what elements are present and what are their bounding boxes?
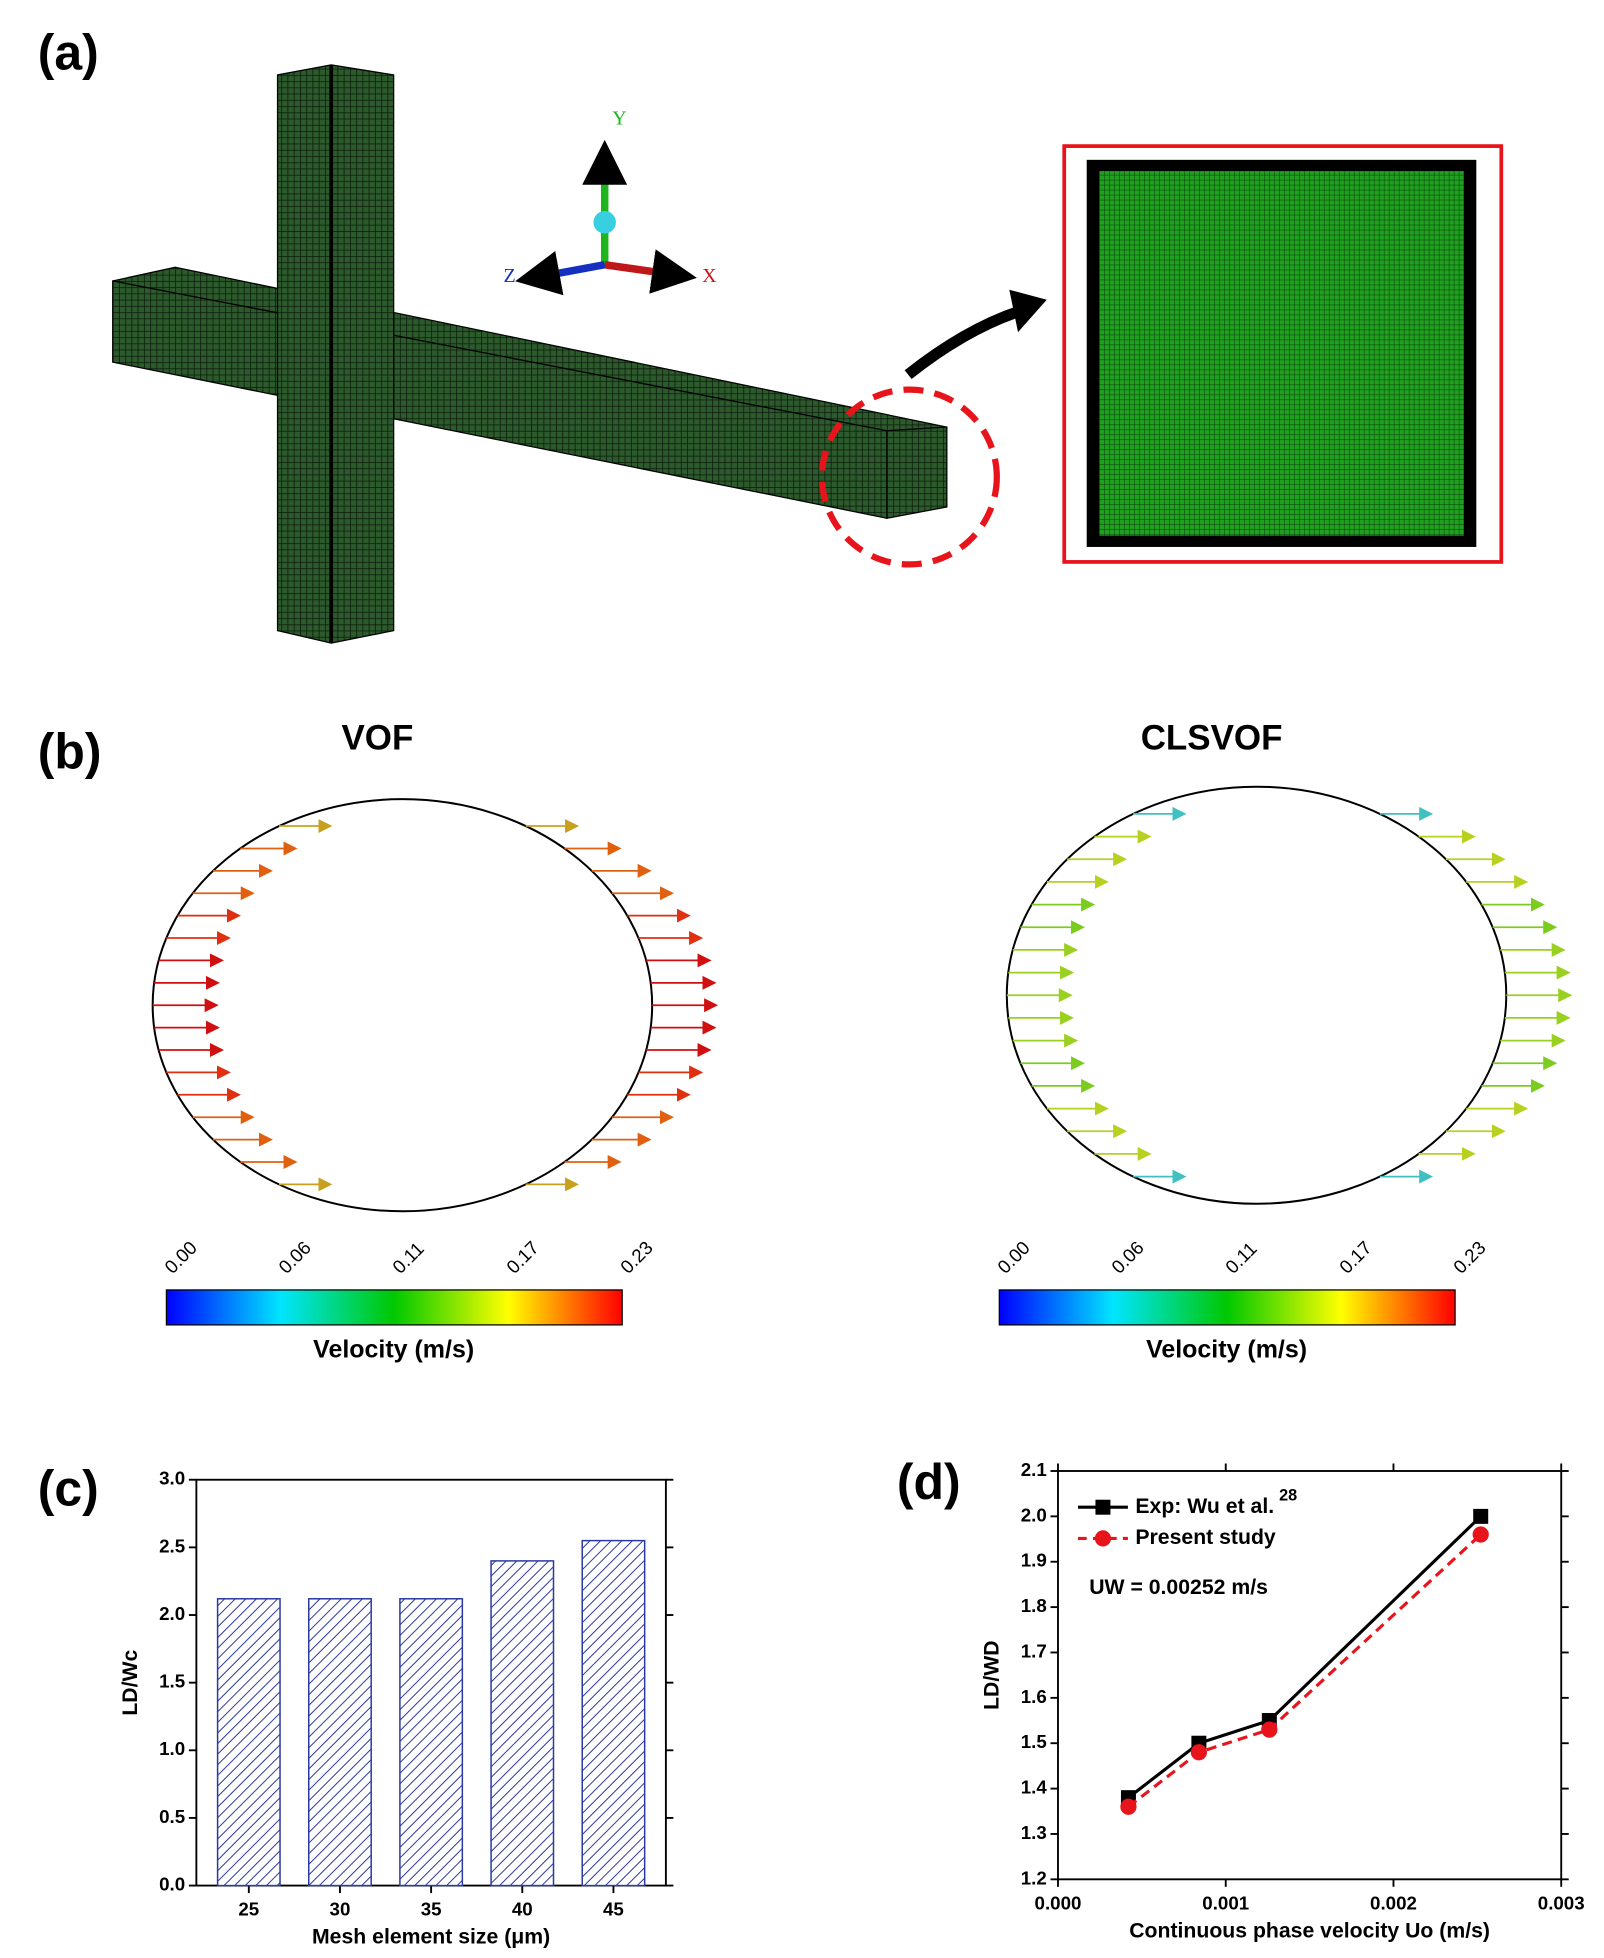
y-tick-label: 1.7 bbox=[1021, 1640, 1047, 1661]
colorbar-tick-label: 0.17 bbox=[502, 1237, 543, 1278]
mesh-geometry bbox=[112, 64, 948, 644]
bar bbox=[581, 1539, 646, 1887]
droplets: 0.00 0.06 0.11 0.17 0.23 Velocity (m/s) 0.00 0.… bbox=[151, 785, 1573, 1364]
colorbar-label: Velocity (m/s) bbox=[313, 1336, 474, 1364]
x-tick-label: 0.000 bbox=[1035, 1892, 1082, 1913]
y-tick-label: 2.0 bbox=[1021, 1504, 1047, 1525]
colorbar bbox=[998, 1289, 1456, 1326]
colorbar-tick-label: 0.17 bbox=[1335, 1237, 1376, 1278]
plot-frame bbox=[1057, 1470, 1563, 1881]
colorbar-tick-label: 0.11 bbox=[1221, 1238, 1261, 1278]
y-tick-label: 1.9 bbox=[1021, 1550, 1047, 1571]
bar bbox=[216, 1598, 281, 1887]
x-tick-label: 0.003 bbox=[1538, 1892, 1585, 1913]
x-tick-label: 45 bbox=[603, 1899, 624, 1920]
x-tick-label: 35 bbox=[421, 1899, 442, 1920]
panel-label: (c) bbox=[38, 1460, 99, 1516]
inset-mesh bbox=[1099, 171, 1464, 536]
x-tick-label: 25 bbox=[238, 1899, 259, 1920]
y-tick-label: 1.5 bbox=[159, 1671, 185, 1692]
legend-marker bbox=[1095, 1499, 1111, 1515]
inset-frame bbox=[1062, 144, 1504, 564]
axis-letter: X bbox=[702, 265, 717, 287]
y-tick-label: 1.4 bbox=[1021, 1777, 1048, 1798]
bar bbox=[308, 1598, 372, 1887]
y-tick-label: 2.5 bbox=[159, 1535, 185, 1556]
y-tick-label: 1.2 bbox=[1021, 1867, 1047, 1888]
bar bbox=[399, 1598, 464, 1887]
legend-superscript: 28 bbox=[1279, 1486, 1297, 1504]
colorbar-tick-label: 0.11 bbox=[388, 1238, 428, 1278]
axis-letter: Y bbox=[612, 107, 626, 129]
marker bbox=[1473, 1508, 1489, 1524]
x-tick-label: 40 bbox=[512, 1899, 533, 1920]
colorbar-tick-label: 0.06 bbox=[274, 1237, 315, 1278]
marker bbox=[1472, 1526, 1489, 1543]
callout-arrow bbox=[904, 304, 1026, 380]
legend-label: Present study bbox=[1135, 1526, 1276, 1549]
coordinate-triad bbox=[515, 139, 697, 296]
y-tick-label: 1.6 bbox=[1021, 1686, 1047, 1707]
colorbar bbox=[165, 1289, 623, 1326]
x-tick-label: 0.002 bbox=[1370, 1892, 1417, 1913]
subfigure-title: CLSVOF bbox=[1141, 719, 1283, 758]
y-axis-label: LD/WD bbox=[981, 1640, 1004, 1710]
x-tick-label: 0.001 bbox=[1202, 1892, 1249, 1913]
panel-label: (d) bbox=[897, 1454, 961, 1510]
axis-letter: Z bbox=[504, 265, 516, 287]
y-tick-label: 3.0 bbox=[159, 1468, 185, 1489]
y-tick-label: 1.3 bbox=[1021, 1822, 1047, 1843]
marker bbox=[1261, 1721, 1278, 1738]
subfigure-title: VOF bbox=[342, 719, 414, 758]
series-line bbox=[1127, 1515, 1482, 1799]
colorbar-tick-label: 0.23 bbox=[1449, 1237, 1490, 1278]
y-tick-label: 1.8 bbox=[1021, 1595, 1047, 1616]
y-axis-label: LD/Wc bbox=[119, 1649, 142, 1715]
x-tick-label: 30 bbox=[330, 1899, 351, 1920]
droplet-outline bbox=[151, 798, 654, 1213]
legend-marker bbox=[1094, 1530, 1112, 1547]
annotation: UW = 0.00252 m/s bbox=[1089, 1576, 1268, 1599]
x-axis-label: Mesh element size (μm) bbox=[312, 1926, 550, 1949]
y-tick-label: 1.5 bbox=[1021, 1731, 1047, 1752]
colorbar-label: Velocity (m/s) bbox=[1146, 1336, 1307, 1364]
y-tick-label: 2.0 bbox=[159, 1603, 185, 1624]
colorbar-tick-label: 0.00 bbox=[993, 1237, 1034, 1278]
callout-arrowhead bbox=[1009, 289, 1047, 333]
colorbar-tick-label: 0.06 bbox=[1107, 1237, 1148, 1278]
y-tick-label: 2.1 bbox=[1021, 1459, 1047, 1480]
x-axis-label: Continuous phase velocity Uo (m/s) bbox=[1129, 1919, 1490, 1942]
highlight-circle bbox=[818, 386, 1000, 568]
bar bbox=[490, 1560, 555, 1887]
panel-label: (a) bbox=[38, 24, 99, 80]
marker bbox=[1120, 1798, 1137, 1815]
colorbar-tick-label: 0.23 bbox=[616, 1237, 657, 1278]
y-tick-label: 1.0 bbox=[159, 1738, 185, 1759]
y-tick-label: 0.0 bbox=[159, 1874, 185, 1895]
y-tick-label: 0.5 bbox=[159, 1806, 185, 1827]
legend-label: Exp: Wu et al. bbox=[1135, 1495, 1274, 1518]
colorbar-tick-label: 0.00 bbox=[160, 1237, 201, 1278]
droplet-outline bbox=[1005, 785, 1508, 1205]
marker bbox=[1190, 1744, 1208, 1761]
panel-label: (b) bbox=[38, 724, 102, 780]
